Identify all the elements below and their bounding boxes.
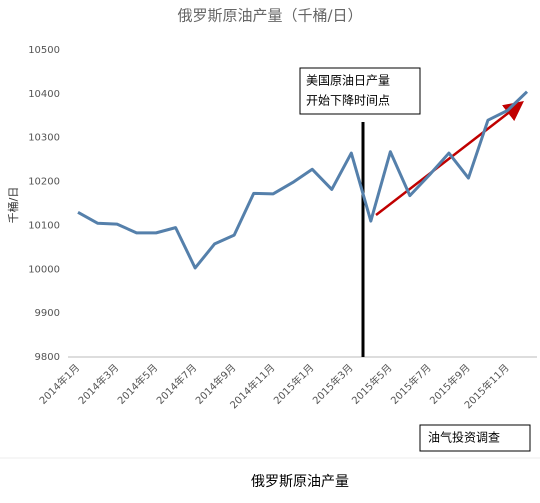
x-tick-label: 2015年1月	[271, 361, 317, 407]
data-line	[77, 90, 529, 270]
annotation-text: 美国原油日产量	[306, 74, 390, 88]
annotation-text: 开始下降时间点	[306, 94, 390, 108]
caption: 俄罗斯原油产量	[251, 474, 349, 490]
y-tick-label: 10200	[28, 177, 60, 188]
x-tick-label: 2015年5月	[349, 361, 395, 407]
y-tick-label: 10400	[28, 89, 60, 100]
x-tick-label: 2014年5月	[115, 361, 161, 407]
y-tick-label: 10300	[28, 133, 60, 144]
y-axis-label: 千桶/日	[6, 187, 20, 224]
trend-arrow	[375, 100, 524, 216]
x-tick-label: 2014年3月	[75, 361, 121, 407]
y-tick-label: 10500	[28, 45, 60, 56]
y-tick-label: 10000	[28, 264, 60, 275]
x-tick-label: 2014年1月	[36, 361, 82, 407]
x-tick-label: 2015年3月	[310, 361, 356, 407]
y-tick-label: 10100	[28, 220, 60, 231]
x-tick-label: 2014年7月	[154, 361, 200, 407]
y-tick-label: 9900	[35, 308, 60, 319]
annotation-box	[299, 67, 421, 115]
source-text: 油气投资调查	[428, 430, 500, 445]
x-tick-label: 2015年7月	[388, 361, 434, 407]
chart-title: 俄罗斯原油产量（千桶/日）	[177, 7, 362, 25]
y-tick-label: 9800	[35, 352, 60, 363]
source-box	[419, 424, 531, 452]
